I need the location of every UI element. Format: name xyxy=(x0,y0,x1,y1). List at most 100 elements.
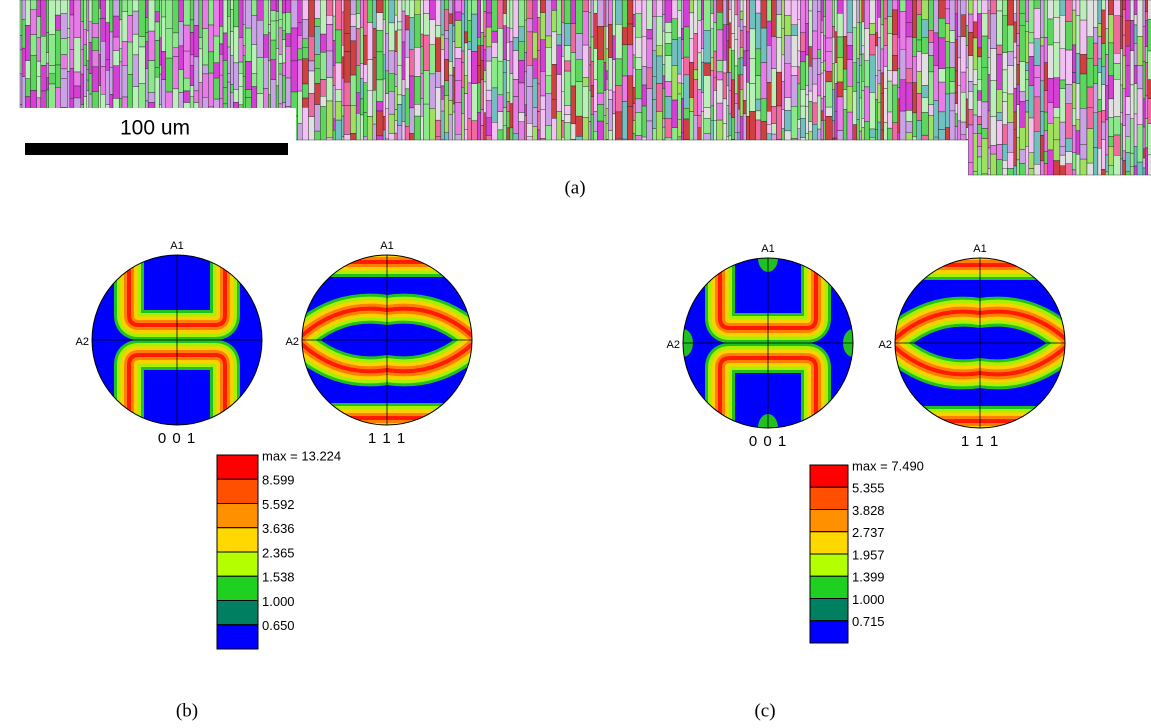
grain xyxy=(208,52,213,73)
grain xyxy=(684,139,690,140)
grain xyxy=(1087,87,1093,107)
grain xyxy=(1053,108,1060,118)
grain xyxy=(1130,0,1134,20)
grain xyxy=(263,35,268,57)
grain xyxy=(122,0,128,12)
grain xyxy=(481,33,484,46)
grain xyxy=(837,97,843,131)
grain xyxy=(376,136,383,140)
grain xyxy=(1108,118,1113,137)
grain xyxy=(1087,107,1093,128)
grain xyxy=(1048,103,1054,124)
grain xyxy=(405,16,409,30)
grain xyxy=(1098,112,1102,149)
grain xyxy=(817,12,821,50)
grain xyxy=(464,43,467,76)
grain xyxy=(1020,14,1026,26)
grain xyxy=(110,0,113,32)
grain xyxy=(351,75,357,105)
grain xyxy=(1014,14,1017,22)
grain xyxy=(533,59,538,78)
grain xyxy=(878,84,881,102)
grain xyxy=(594,79,598,111)
grain xyxy=(519,113,525,122)
legend-swatch xyxy=(810,621,848,643)
grain xyxy=(738,26,740,58)
grain xyxy=(864,29,869,61)
grain xyxy=(239,62,243,73)
grain xyxy=(961,37,966,72)
grain xyxy=(1105,86,1108,120)
grain xyxy=(642,66,647,85)
grain xyxy=(955,0,958,14)
grain xyxy=(363,35,367,64)
grain xyxy=(888,0,893,17)
grain xyxy=(397,126,402,140)
grain xyxy=(656,83,662,111)
grain xyxy=(731,80,734,118)
page: 100 um (a) (b) (c) A1A20 0 1A1A21 1 1A1A… xyxy=(0,0,1151,728)
grain xyxy=(527,137,533,140)
grain xyxy=(444,31,449,39)
grain xyxy=(1007,66,1013,94)
grain xyxy=(367,91,373,117)
grain xyxy=(92,51,99,67)
grain xyxy=(101,41,106,66)
grain xyxy=(1093,0,1098,27)
grain xyxy=(950,31,955,43)
grain xyxy=(761,121,767,140)
grain xyxy=(1066,164,1073,175)
grain xyxy=(525,72,527,105)
grain xyxy=(809,132,813,140)
grain xyxy=(929,105,934,116)
grain xyxy=(471,0,477,14)
grain xyxy=(835,111,837,138)
grain xyxy=(746,116,749,140)
grain xyxy=(701,49,704,62)
grain xyxy=(1108,146,1113,165)
grain xyxy=(633,68,635,87)
grain xyxy=(231,9,234,31)
grain xyxy=(698,89,702,115)
grain xyxy=(973,0,977,22)
grain xyxy=(1002,70,1007,93)
grain xyxy=(552,10,557,32)
grain xyxy=(525,0,527,20)
grain xyxy=(622,76,627,102)
grain xyxy=(1020,101,1026,127)
grain xyxy=(1007,0,1013,25)
grain xyxy=(122,66,128,97)
grain xyxy=(233,63,238,90)
grain xyxy=(613,60,616,92)
grain xyxy=(468,119,472,140)
grain xyxy=(291,61,298,92)
grain xyxy=(464,130,467,140)
grain xyxy=(1087,37,1093,59)
grain xyxy=(756,13,761,49)
grain xyxy=(286,12,292,33)
grain xyxy=(363,113,367,137)
grain xyxy=(498,0,503,28)
grain xyxy=(1123,89,1126,126)
grain xyxy=(89,74,92,95)
grain xyxy=(1143,62,1145,99)
grain xyxy=(282,63,285,76)
grain xyxy=(537,18,540,51)
grain xyxy=(656,0,662,16)
grain xyxy=(934,101,939,137)
grain xyxy=(1025,112,1028,146)
grain xyxy=(1123,151,1126,160)
grain xyxy=(20,36,22,50)
grain xyxy=(1105,29,1108,55)
grain xyxy=(1134,0,1137,15)
grain xyxy=(997,159,1003,175)
grain xyxy=(997,145,1003,160)
grain xyxy=(1020,150,1026,164)
grain xyxy=(507,101,510,111)
grain xyxy=(982,36,988,67)
grain xyxy=(214,63,220,78)
grain xyxy=(1087,163,1093,175)
grain xyxy=(409,18,414,50)
grain xyxy=(823,71,825,97)
grain xyxy=(81,49,84,74)
